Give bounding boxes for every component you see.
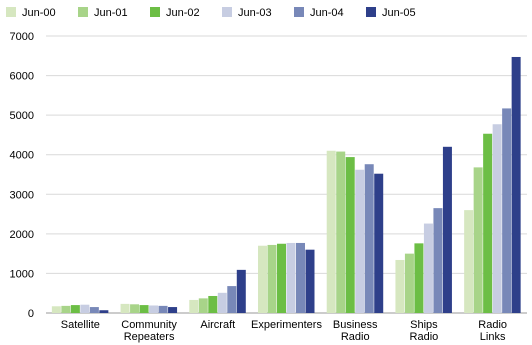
x-category-label: Radio	[341, 331, 370, 343]
bar-jun-02-radio-links	[483, 133, 493, 313]
bar-jun-01-ships-radio	[404, 253, 414, 313]
x-category-label: Satellite	[61, 319, 100, 331]
y-tick-label: 6000	[10, 71, 34, 83]
bar-jun-03-ships-radio	[423, 223, 433, 313]
bar-jun-05-radio-links	[511, 56, 521, 313]
bar-jun-01-experimenters	[267, 244, 277, 313]
legend-label-jun-04: Jun-04	[310, 7, 344, 19]
bar-jun-05-business-radio	[374, 173, 384, 313]
gridlines	[46, 35, 527, 314]
bar-jun-03-radio-links	[492, 124, 502, 313]
x-category-label: Business	[333, 319, 378, 331]
bar-jun-00-radio-links	[464, 210, 474, 313]
x-category-label: Community	[121, 319, 177, 331]
legend-swatch-jun-04	[294, 7, 304, 17]
legend-swatch-jun-05	[366, 7, 376, 17]
bar-jun-05-aircraft	[236, 269, 246, 313]
y-tick-label: 5000	[10, 110, 34, 122]
bar-jun-02-aircraft	[208, 295, 218, 313]
bar-jun-02-experimenters	[277, 243, 286, 313]
bar-jun-00-business-radio	[326, 150, 336, 313]
legend-label-jun-02: Jun-02	[166, 7, 200, 19]
x-category-label: Repeaters	[124, 331, 175, 343]
bar-jun-03-business-radio	[355, 169, 365, 313]
legend-label-jun-03: Jun-03	[238, 7, 272, 19]
bar-jun-03-aircraft	[217, 292, 227, 313]
bar-jun-01-aircraft	[198, 298, 208, 313]
bar-jun-04-aircraft	[227, 286, 237, 313]
bar-jun-04-community-repeaters	[158, 305, 168, 313]
legend-label-jun-00: Jun-00	[22, 7, 56, 19]
x-category-label: Radio	[478, 319, 507, 331]
bar-jun-05-satellite	[99, 310, 109, 313]
bar-jun-04-experimenters	[296, 242, 305, 313]
bars	[51, 56, 521, 313]
y-axis: 0 1000 2000 3000 4000 5000 6000 7000	[10, 31, 34, 320]
x-category-label: Experimenters	[251, 319, 322, 331]
bar-jun-00-community-repeaters	[120, 303, 130, 313]
bar-jun-04-radio-links	[502, 108, 512, 313]
bar-jun-01-satellite	[61, 305, 71, 313]
bar-jun-05-ships-radio	[442, 146, 452, 313]
legend: Jun-00 Jun-01 Jun-02 Jun-03 Jun-04 Jun-05	[6, 7, 416, 19]
bar-jun-00-experimenters	[258, 245, 267, 313]
bar-jun-00-aircraft	[189, 299, 199, 313]
bar-jun-03-community-repeaters	[149, 305, 159, 313]
x-category-label: Links	[480, 331, 506, 343]
bar-jun-02-community-repeaters	[139, 305, 149, 313]
bar-jun-00-ships-radio	[395, 259, 405, 313]
x-category-label: Radio	[410, 331, 439, 343]
bar-jun-01-radio-links	[473, 167, 483, 313]
bar-jun-02-satellite	[70, 305, 80, 313]
legend-swatch-jun-03	[222, 7, 232, 17]
y-tick-label: 7000	[10, 31, 34, 43]
bar-jun-00-satellite	[51, 306, 61, 313]
y-tick-label: 3000	[10, 189, 34, 201]
bar-jun-01-business-radio	[336, 151, 346, 313]
x-category-label: Aircraft	[200, 319, 235, 331]
bar-jun-05-experimenters	[305, 249, 315, 313]
bar-jun-03-experimenters	[286, 242, 296, 313]
legend-swatch-jun-02	[150, 7, 160, 17]
bar-jun-01-community-repeaters	[130, 304, 140, 313]
bar-jun-04-satellite	[89, 307, 99, 313]
y-tick-label: 2000	[10, 229, 34, 241]
bar-jun-02-ships-radio	[414, 243, 424, 313]
legend-swatch-jun-01	[78, 7, 88, 17]
y-tick-label: 4000	[10, 150, 34, 162]
y-tick-label: 0	[28, 308, 34, 320]
y-tick-label: 1000	[10, 268, 34, 280]
legend-label-jun-01: Jun-01	[94, 7, 128, 19]
bar-jun-04-ships-radio	[433, 208, 443, 313]
bar-jun-03-satellite	[80, 304, 90, 313]
legend-swatch-jun-00	[6, 7, 16, 17]
bar-jun-02-business-radio	[345, 157, 355, 313]
bar-jun-05-community-repeaters	[168, 307, 178, 313]
bar-jun-04-business-radio	[364, 164, 374, 313]
legend-label-jun-05: Jun-05	[382, 7, 416, 19]
x-category-label: Ships	[410, 319, 438, 331]
